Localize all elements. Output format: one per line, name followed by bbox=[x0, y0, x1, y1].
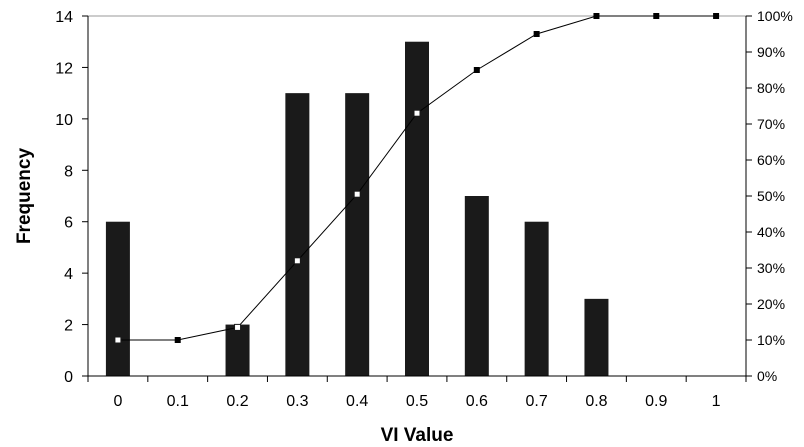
bar bbox=[405, 41, 429, 376]
bar bbox=[105, 221, 130, 376]
left-tick-label: 6 bbox=[64, 215, 73, 232]
x-tick-label: 0.8 bbox=[585, 393, 607, 410]
cumulative-marker bbox=[713, 13, 720, 19]
bar bbox=[225, 324, 250, 376]
x-tick-label: 0.3 bbox=[286, 393, 308, 410]
right-axis: 0% 10% 20% 30% 40% 50% 60% 70% 80% 90% 100% bbox=[745, 8, 793, 384]
cumulative-marker bbox=[413, 109, 421, 117]
left-tick-label: 4 bbox=[64, 266, 73, 283]
x-tick-label: 0.9 bbox=[645, 393, 667, 410]
right-tick-label: 80% bbox=[757, 80, 785, 96]
x-tick-label: 1 bbox=[712, 393, 721, 410]
left-tick-label: 0 bbox=[64, 369, 73, 386]
y-axis-title: Frequency bbox=[14, 148, 35, 245]
cumulative-marker bbox=[533, 31, 540, 37]
x-axis: 0 0.1 0.2 0.3 0.4 0.5 0.6 0.7 0.8 0.9 1 bbox=[87, 375, 747, 410]
cumulative-marker bbox=[473, 67, 480, 73]
right-tick-label: 20% bbox=[757, 296, 785, 312]
cumulative-line-series bbox=[114, 13, 720, 344]
left-tick-label: 12 bbox=[55, 60, 73, 77]
x-tick-label: 0.1 bbox=[167, 393, 189, 410]
cumulative-marker bbox=[653, 13, 660, 19]
bar-series bbox=[105, 41, 609, 377]
right-tick-label: 40% bbox=[757, 224, 785, 240]
right-tick-label: 60% bbox=[757, 152, 785, 168]
left-tick-label: 14 bbox=[55, 9, 73, 26]
x-tick-label: 0.7 bbox=[526, 393, 548, 410]
right-tick-label: 90% bbox=[757, 44, 785, 60]
right-tick-label: 100% bbox=[757, 8, 793, 24]
bar bbox=[345, 93, 370, 377]
x-tick-label: 0.2 bbox=[226, 393, 248, 410]
right-tick-label: 10% bbox=[757, 332, 785, 348]
cumulative-marker bbox=[114, 336, 122, 344]
bar bbox=[584, 298, 609, 376]
right-tick-label: 30% bbox=[757, 260, 785, 276]
cumulative-marker bbox=[174, 337, 181, 343]
right-tick-label: 0% bbox=[757, 368, 777, 384]
bar bbox=[464, 196, 489, 376]
right-tick-label: 70% bbox=[757, 116, 785, 132]
x-tick-label: 0.6 bbox=[466, 393, 488, 410]
left-tick-label: 2 bbox=[64, 318, 73, 335]
left-axis: 0 2 4 6 8 10 12 14 bbox=[55, 9, 89, 386]
bar bbox=[524, 221, 549, 376]
cumulative-marker bbox=[234, 323, 242, 331]
right-tick-label: 50% bbox=[757, 188, 785, 204]
left-tick-label: 10 bbox=[55, 112, 73, 129]
cumulative-marker bbox=[293, 257, 301, 265]
left-tick-label: 8 bbox=[64, 163, 73, 180]
cumulative-marker bbox=[593, 13, 600, 19]
x-tick-label: 0.4 bbox=[346, 393, 368, 410]
x-tick-label: 0 bbox=[113, 393, 122, 410]
x-tick-label: 0.5 bbox=[406, 393, 428, 410]
bar bbox=[285, 93, 310, 377]
x-axis-title: VI Value bbox=[381, 425, 454, 446]
cumulative-marker bbox=[353, 190, 361, 198]
